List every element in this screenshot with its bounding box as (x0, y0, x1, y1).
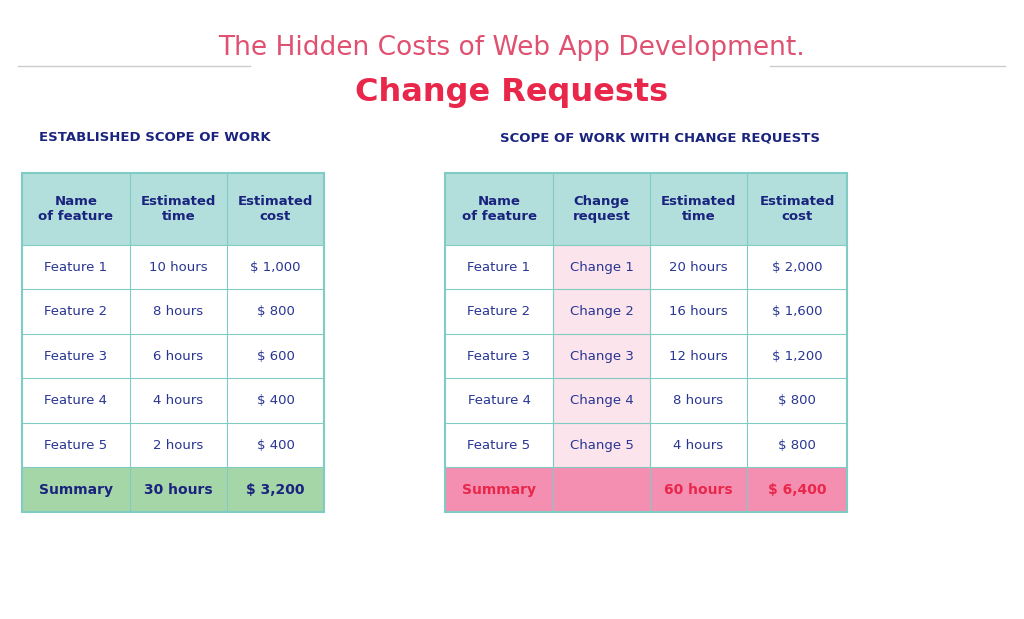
Text: Estimated
cost: Estimated cost (760, 195, 835, 223)
Text: 16 hours: 16 hours (670, 305, 728, 318)
Text: $ 800: $ 800 (778, 394, 816, 407)
Text: Feature 2: Feature 2 (467, 305, 530, 318)
Text: 10 hours: 10 hours (150, 261, 208, 274)
Text: Estimated
time: Estimated time (141, 195, 216, 223)
Text: $ 400: $ 400 (257, 394, 295, 407)
Bar (22, 173, 324, 512)
Bar (553, 245, 650, 290)
Bar (553, 334, 650, 378)
Text: 2 hours: 2 hours (154, 439, 204, 452)
Text: $ 1,600: $ 1,600 (772, 305, 822, 318)
Text: Estimated
cost: Estimated cost (238, 195, 313, 223)
Text: The Hidden Costs of Web App Development.: The Hidden Costs of Web App Development. (219, 35, 805, 61)
Text: Feature 3: Feature 3 (44, 350, 108, 363)
Text: 8 hours: 8 hours (674, 394, 724, 407)
Text: 20 hours: 20 hours (670, 261, 728, 274)
Bar (22, 173, 324, 512)
Text: $ 3,200: $ 3,200 (246, 483, 305, 497)
Text: Change 3: Change 3 (569, 350, 634, 363)
Text: Summary: Summary (462, 483, 536, 497)
Text: Feature 3: Feature 3 (467, 350, 530, 363)
Text: ESTABLISHED SCOPE OF WORK: ESTABLISHED SCOPE OF WORK (39, 131, 270, 144)
Text: Change
request: Change request (572, 195, 631, 223)
Text: $ 800: $ 800 (778, 439, 816, 452)
Text: 30 hours: 30 hours (144, 483, 213, 497)
Text: $ 1,200: $ 1,200 (772, 350, 822, 363)
Text: Change 4: Change 4 (569, 394, 634, 407)
Bar (22, 467, 324, 512)
Bar (553, 290, 650, 334)
Text: Summary: Summary (39, 483, 113, 497)
Bar (445, 173, 847, 245)
Text: SCOPE OF WORK WITH CHANGE REQUESTS: SCOPE OF WORK WITH CHANGE REQUESTS (500, 131, 820, 144)
Text: Name
of feature: Name of feature (39, 195, 114, 223)
Text: 60 hours: 60 hours (665, 483, 733, 497)
Text: 4 hours: 4 hours (154, 394, 204, 407)
Bar (445, 467, 847, 512)
Text: Change 2: Change 2 (569, 305, 634, 318)
Bar (445, 173, 847, 512)
Text: $ 600: $ 600 (257, 350, 295, 363)
Text: Feature 5: Feature 5 (467, 439, 530, 452)
Text: Feature 1: Feature 1 (467, 261, 530, 274)
Bar (553, 423, 650, 467)
Text: 6 hours: 6 hours (154, 350, 204, 363)
Text: Feature 4: Feature 4 (44, 394, 108, 407)
Text: Change Requests: Change Requests (355, 77, 669, 108)
Text: Feature 2: Feature 2 (44, 305, 108, 318)
Text: 12 hours: 12 hours (669, 350, 728, 363)
Text: 8 hours: 8 hours (154, 305, 204, 318)
Bar (445, 173, 847, 512)
Bar (22, 173, 324, 245)
Text: Feature 5: Feature 5 (44, 439, 108, 452)
Text: Name
of feature: Name of feature (462, 195, 537, 223)
Text: $ 1,000: $ 1,000 (250, 261, 301, 274)
Text: $ 2,000: $ 2,000 (772, 261, 822, 274)
Text: $ 400: $ 400 (257, 439, 295, 452)
Text: Feature 1: Feature 1 (44, 261, 108, 274)
Text: Change 5: Change 5 (569, 439, 634, 452)
Text: 4 hours: 4 hours (674, 439, 724, 452)
Bar (553, 378, 650, 423)
Text: Feature 4: Feature 4 (468, 394, 530, 407)
Text: $ 800: $ 800 (257, 305, 295, 318)
Text: Estimated
time: Estimated time (660, 195, 736, 223)
Text: $ 6,400: $ 6,400 (768, 483, 826, 497)
Text: Change 1: Change 1 (569, 261, 634, 274)
